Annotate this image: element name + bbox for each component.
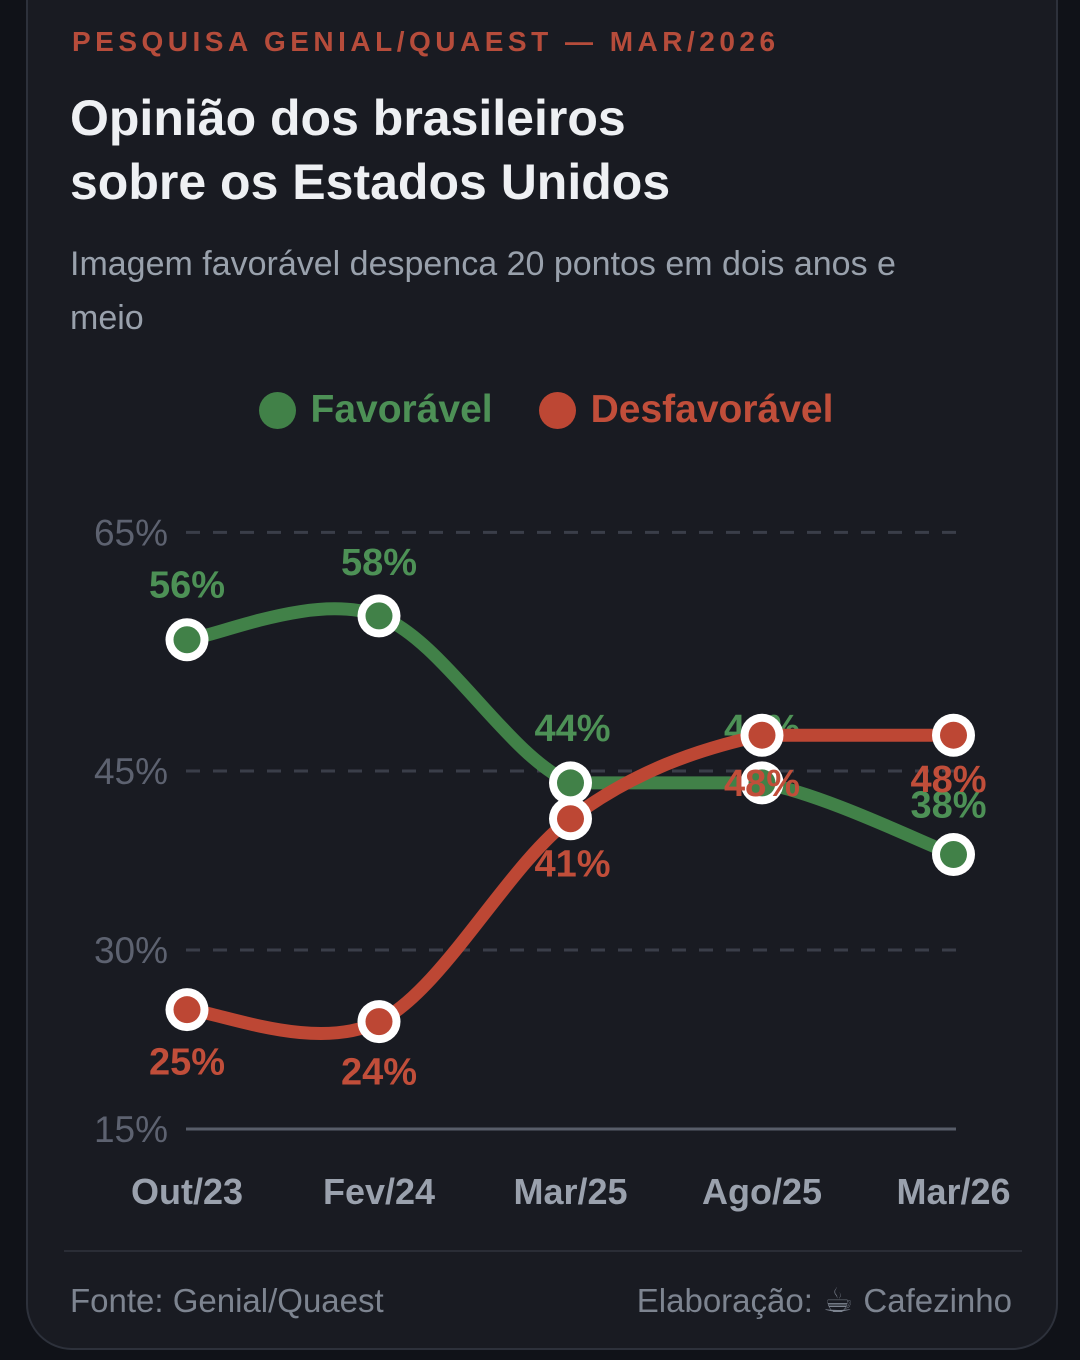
favoravel-dot-icon (258, 391, 296, 429)
coffee-emoji-icon: ☕ (822, 1282, 854, 1320)
legend-label-favoravel: Favorável (310, 388, 493, 431)
credit-text: Elaboração: ☕ Cafezinho (637, 1281, 1012, 1321)
chart-subtitle: Imagem favorável despenca 20 pontos em d… (70, 245, 896, 337)
credit-label: Elaboração: (636, 1282, 813, 1319)
kicker-source-line: PESQUISA GENIAL/QUAEST — MAR/2026 (72, 26, 780, 57)
source-text: Fonte: Genial/Quaest (70, 1282, 384, 1319)
chart-footer: Fonte: Genial/Quaest Elaboração: ☕ Cafez… (70, 1281, 1012, 1321)
footer-divider (64, 1250, 1022, 1252)
credit-name: Cafezinho (863, 1282, 1012, 1319)
chart-legend: Favorável Desfavorável (72, 388, 1020, 432)
desfavoravel-dot-icon (538, 391, 576, 429)
legend-item-desfavoravel: Desfavorável (538, 388, 834, 432)
legend-item-favoravel: Favorável (258, 388, 493, 432)
legend-label-desfavoravel: Desfavorável (590, 388, 834, 431)
page-title: Opinião dos brasileiros sobre os Estados… (70, 90, 671, 210)
